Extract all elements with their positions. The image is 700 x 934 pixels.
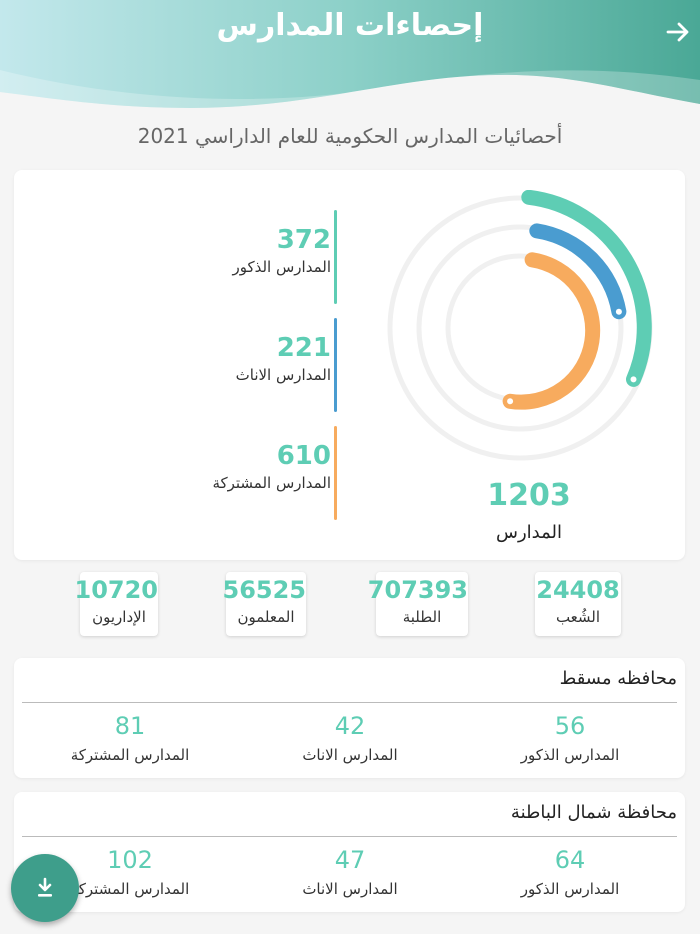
admins-label: الإداريون [92, 608, 146, 626]
stat-mixed: 610 المدارس المشتركة [212, 440, 331, 494]
governorate-name: محافظه مسقط [559, 668, 677, 689]
ring-boys-arc [521, 190, 652, 387]
stat-boys: 372 المدارس الذكور [232, 224, 331, 278]
sections-label: الشُعب [555, 608, 601, 626]
boys-count: 372 [276, 225, 331, 255]
header-wave-background [0, 0, 700, 108]
summary-card: 372 المدارس الذكور 221 المدارس الاناث 61… [14, 170, 685, 560]
download-button[interactable] [11, 854, 79, 922]
girls-count: 221 [276, 333, 331, 363]
governorate-girls: 42 المدارس الاناث [250, 708, 450, 766]
arrow-right-icon [666, 22, 689, 42]
divider [22, 836, 677, 837]
governorate-boys: 56 المدارس الذكور [470, 708, 670, 766]
stat-box-sections: 24408 الشُعب [535, 572, 621, 636]
ring-track-middle [416, 224, 624, 432]
boys-label: المدارس الذكور [232, 258, 331, 276]
app-header: إحصاءات المدارس [0, 0, 700, 112]
governorate-card-muscat: محافظه مسقط 56 المدارس الذكور 42 المدارس… [14, 658, 685, 778]
governorate-girls-count: 47 [334, 846, 366, 874]
stat-girls: 221 المدارس الاناث [236, 332, 331, 386]
students-label: الطلبة [402, 608, 442, 626]
teachers-value: 56525 [222, 576, 307, 604]
divider [22, 702, 677, 703]
governorate-boys-label: المدارس الذكور [520, 746, 620, 764]
teachers-label: المعلمون [237, 608, 295, 626]
back-button[interactable] [664, 18, 700, 54]
ring-girls-dot [615, 308, 622, 315]
download-icon [38, 877, 52, 897]
governorate-girls-label: المدارس الاناث [302, 746, 398, 764]
governorate-girls-count: 42 [334, 712, 366, 740]
ring-mixed-arc [502, 252, 601, 410]
governorate-name: محافظة شمال الباطنة [510, 802, 677, 823]
ring-boys-dot [630, 376, 637, 383]
students-value: 707393 [367, 576, 468, 604]
governorate-boys-count: 64 [554, 846, 586, 874]
page-title: إحصاءات المدارس [216, 8, 484, 43]
total-schools-label: المدارس [495, 522, 562, 543]
stat-box-teachers: 56525 المعلمون [222, 572, 307, 636]
page-subtitle: أحصائيات المدارس الحكومية للعام الداراسي… [137, 124, 563, 148]
governorate-mixed: 81 المدارس المشتركة [30, 708, 230, 766]
radial-progress-chart [387, 190, 653, 461]
admins-value: 10720 [74, 576, 159, 604]
governorate-boys-label: المدارس الذكور [520, 880, 620, 898]
ring-girls-arc [529, 223, 627, 320]
governorate-mixed-count: 81 [114, 712, 146, 740]
governorate-boys: 64 المدارس الذكور [470, 842, 670, 900]
governorate-girls: 47 المدارس الاناث [250, 842, 450, 900]
governorate-mixed-count: 102 [107, 846, 153, 874]
total-schools-count: 1203 [487, 478, 571, 513]
governorate-mixed-label: المدارس المشتركة [70, 746, 190, 764]
ring-mixed-dot [507, 398, 514, 405]
governorate-mixed-label: المدارس المشتركة [70, 880, 190, 898]
mixed-count: 610 [276, 441, 331, 471]
girls-label: المدارس الاناث [235, 366, 331, 384]
stat-box-admins: 10720 الإداريون [74, 572, 159, 636]
girls-indicator-bar [334, 318, 337, 412]
boys-indicator-bar [334, 210, 337, 304]
governorate-boys-count: 56 [554, 712, 586, 740]
mixed-indicator-bar [334, 426, 337, 520]
governorate-mixed: 102 المدارس المشتركة [30, 842, 230, 900]
governorate-card-north-batinah: محافظة شمال الباطنة 64 المدارس الذكور 47… [14, 792, 685, 912]
stat-box-students: 707393 الطلبة [367, 572, 468, 636]
mixed-label: المدارس المشتركة [212, 474, 331, 492]
governorate-girls-label: المدارس الاناث [302, 880, 398, 898]
sections-value: 24408 [536, 576, 620, 604]
